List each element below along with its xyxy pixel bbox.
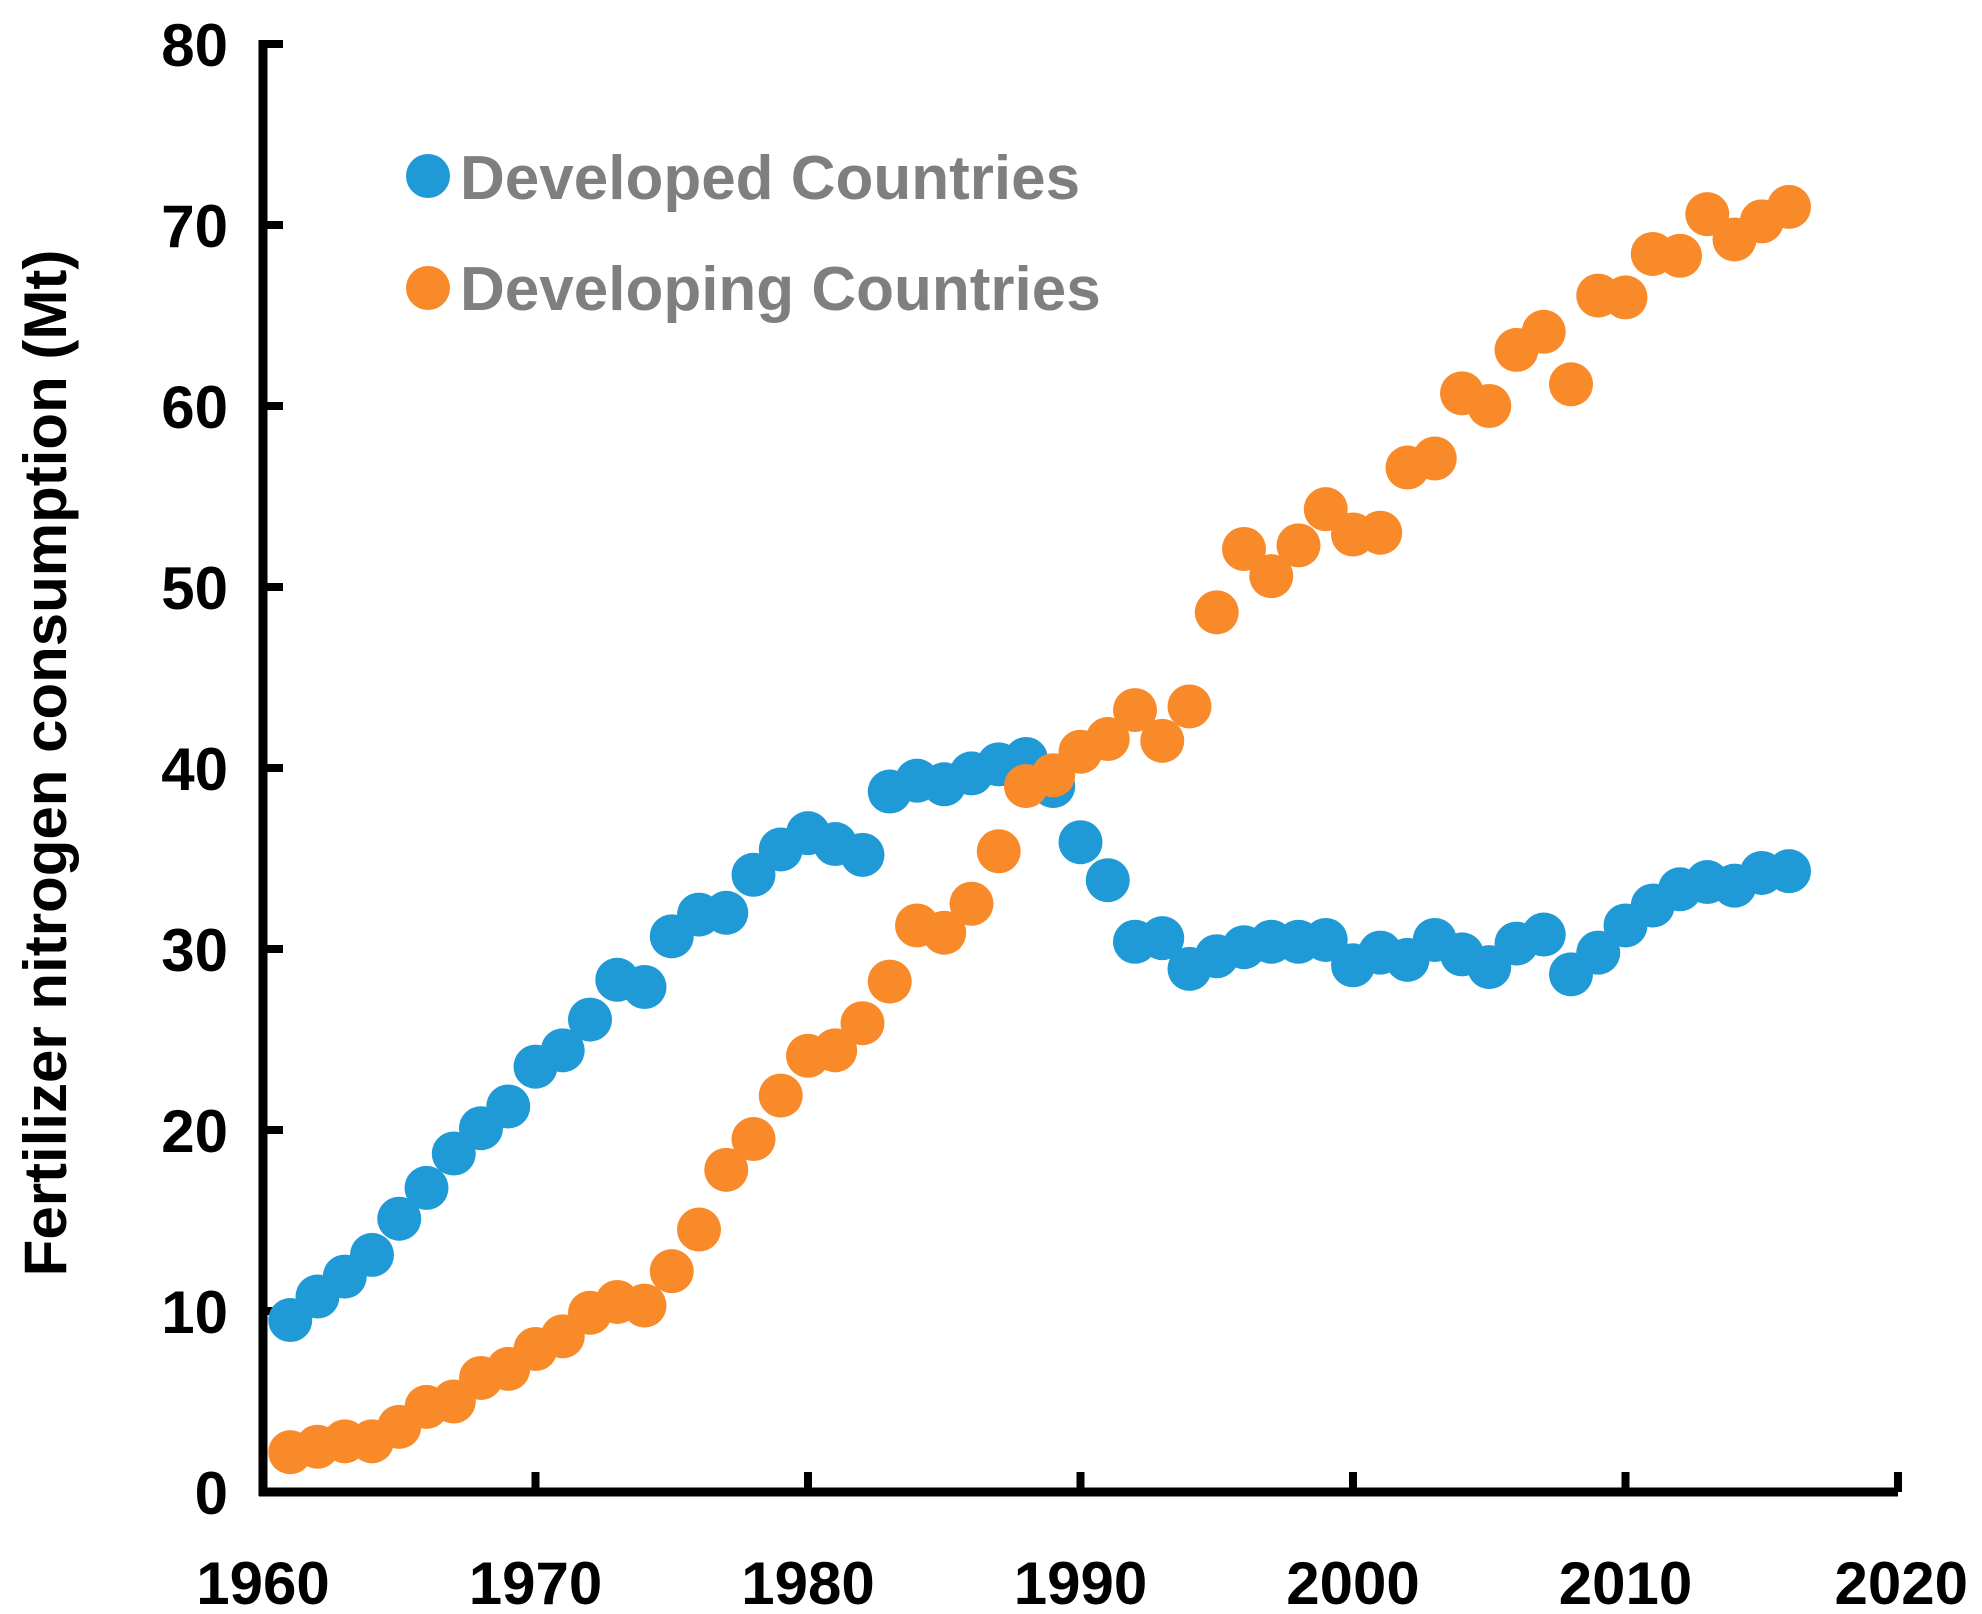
data-point	[1412, 436, 1457, 481]
y-tick-label: 10	[161, 1279, 228, 1346]
data-point	[840, 1001, 885, 1046]
data-point	[731, 1117, 776, 1162]
data-point	[1767, 849, 1811, 894]
data-point	[350, 1232, 394, 1277]
y-axis-title: Fertilizer nitrogen consumption (Mt)	[12, 250, 79, 1277]
data-point	[1167, 684, 1212, 729]
data-point	[704, 1147, 749, 1192]
data-point	[568, 997, 612, 1042]
data-point	[1767, 184, 1811, 229]
data-point	[677, 1207, 721, 1252]
y-tick-label: 40	[161, 736, 228, 803]
x-tick-label: 2020	[1835, 1550, 1968, 1614]
data-point	[1249, 554, 1294, 599]
data-point	[540, 1028, 585, 1073]
data-point	[1058, 820, 1103, 865]
data-point	[622, 965, 667, 1010]
y-tick-label: 80	[161, 12, 228, 79]
y-tick-label: 70	[161, 193, 228, 260]
data-point	[486, 1084, 531, 1129]
data-point	[1521, 912, 1566, 957]
y-tick-label: 20	[161, 1098, 228, 1165]
x-tick-label: 1970	[469, 1550, 602, 1614]
data-point	[813, 1028, 858, 1073]
y-tick-label: 0	[195, 1460, 228, 1527]
x-tick-label: 1960	[196, 1550, 329, 1614]
data-point	[1085, 717, 1130, 762]
data-point	[377, 1196, 422, 1241]
data-point	[704, 890, 749, 935]
series-developing	[268, 184, 1811, 1475]
data-point	[1113, 688, 1157, 733]
y-tick-label: 30	[161, 917, 228, 984]
legend-label-developing: Developing Countries	[460, 255, 1101, 324]
y-tick-label: 50	[161, 555, 228, 622]
data-point	[1467, 384, 1512, 428]
legend-marker-developing	[406, 266, 450, 310]
data-point	[1140, 718, 1185, 763]
data-points	[268, 184, 1811, 1475]
data-point	[949, 881, 994, 926]
data-point	[1358, 510, 1403, 555]
x-tick-label: 2010	[1559, 1550, 1692, 1614]
data-point	[1549, 362, 1593, 407]
legend-marker-developed	[406, 154, 450, 198]
data-point	[1194, 590, 1239, 635]
data-point	[1276, 523, 1321, 568]
x-tick-label: 2000	[1286, 1550, 1419, 1614]
data-point	[1521, 309, 1566, 354]
x-tick-label: 1980	[741, 1550, 874, 1614]
y-tick-label: 60	[161, 374, 228, 441]
data-point	[622, 1283, 667, 1328]
data-point	[976, 829, 1021, 874]
data-point	[1085, 858, 1130, 903]
series-developed	[268, 736, 1811, 1343]
data-point	[1140, 916, 1185, 961]
data-point	[1603, 275, 1648, 320]
legend-label-developed: Developed Countries	[460, 144, 1080, 213]
ticks: 0 10 20 30 40 50 60 70 80 1960 1970 1980 1990 2000 201…	[161, 12, 1968, 1614]
data-point	[1576, 930, 1621, 975]
legend: Developed Countries Developing Countries	[406, 144, 1101, 324]
data-point	[1222, 526, 1266, 571]
data-point	[922, 910, 967, 955]
y-axis-title-group: Fertilizer nitrogen consumption (Mt)	[12, 250, 79, 1277]
data-point	[758, 1073, 803, 1118]
data-point	[649, 1249, 694, 1294]
x-tick-label: 1990	[1014, 1550, 1147, 1614]
data-point	[867, 959, 912, 1004]
data-point	[1658, 233, 1702, 278]
data-point	[840, 832, 885, 877]
data-point	[404, 1165, 449, 1210]
